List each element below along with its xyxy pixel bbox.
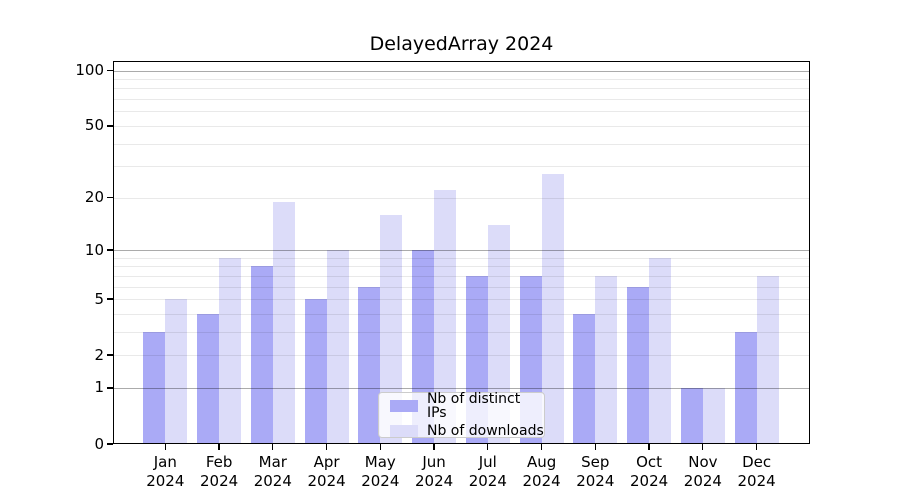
bar-distinct-ips: [143, 331, 166, 444]
legend-item: Nb of distinct IPs: [390, 392, 544, 420]
y-tick-label: 50: [84, 116, 104, 135]
minor-gridline: [113, 125, 810, 127]
x-tick-label: May 2024: [361, 453, 400, 490]
x-tick: [702, 444, 704, 450]
x-tick: [755, 444, 758, 450]
x-tick: [594, 444, 596, 450]
bar-distinct-ips: [358, 286, 381, 444]
major-gridline: [113, 387, 810, 389]
chart-title: DelayedArray 2024: [369, 33, 554, 55]
y-tick-label: 20: [84, 188, 104, 207]
bar-distinct-ips: [680, 387, 703, 444]
bar-distinct-ips: [573, 313, 596, 444]
x-tick-label: Sep 2024: [576, 453, 615, 490]
bar-downloads: [541, 174, 564, 444]
legend-swatch-downloads: [390, 425, 418, 437]
bar-distinct-ips: [197, 313, 220, 444]
bar-downloads: [649, 257, 672, 444]
y-tick: [107, 69, 113, 72]
major-gridline: [113, 70, 810, 72]
bar-distinct-ips: [627, 286, 650, 444]
x-tick: [325, 444, 328, 450]
x-tick: [487, 444, 489, 450]
y-tick: [107, 354, 113, 356]
bar-downloads: [702, 387, 725, 444]
x-tick: [272, 444, 274, 450]
x-tick: [648, 444, 650, 450]
x-tick-label: Nov 2024: [683, 453, 722, 490]
x-tick: [218, 444, 220, 450]
bar-downloads: [756, 275, 779, 444]
bar-downloads: [219, 257, 242, 444]
x-tick: [433, 444, 435, 450]
y-tick-label: 1: [94, 378, 104, 397]
y-tick-label: 5: [94, 289, 104, 308]
y-tick-label: 2: [94, 345, 104, 364]
y-tick-label: 0: [94, 434, 104, 453]
y-tick: [107, 387, 113, 389]
minor-gridline: [113, 143, 810, 145]
x-tick: [540, 444, 543, 450]
x-tick-label: Dec 2024: [737, 453, 776, 490]
bar-downloads: [380, 214, 403, 444]
x-tick-label: Mar 2024: [253, 453, 292, 490]
minor-gridline: [113, 331, 810, 333]
major-gridline: [113, 250, 810, 251]
minor-gridline: [113, 99, 810, 101]
x-tick-label: Apr 2024: [307, 453, 346, 490]
minor-gridline: [113, 111, 810, 113]
y-tick: [107, 125, 113, 127]
x-tick-label: Jan 2024: [146, 453, 185, 490]
y-tick: [107, 249, 113, 251]
bar-distinct-ips: [250, 266, 273, 444]
minor-gridline: [113, 257, 810, 259]
x-tick-label: Jun 2024: [415, 453, 454, 490]
legend-item: Nb of downloads: [390, 424, 544, 438]
minor-gridline: [113, 286, 810, 288]
legend-swatch-distinct-ips: [390, 400, 418, 412]
x-tick: [379, 444, 381, 450]
y-tick: [107, 443, 113, 445]
bar-downloads: [165, 299, 188, 444]
minor-gridline: [113, 355, 810, 357]
bar-distinct-ips: [304, 299, 327, 444]
minor-gridline: [113, 275, 810, 277]
bar-downloads: [326, 250, 349, 444]
minor-gridline: [113, 266, 810, 268]
legend: Nb of distinct IPs Nb of downloads: [378, 392, 545, 438]
minor-gridline: [113, 313, 810, 315]
minor-gridline: [113, 79, 810, 80]
x-tick: [164, 444, 166, 450]
minor-gridline: [113, 197, 810, 199]
y-tick-label: 100: [75, 61, 104, 80]
minor-gridline: [113, 166, 810, 168]
x-tick-label: Jul 2024: [468, 453, 507, 490]
bar-downloads: [487, 224, 510, 444]
legend-label: Nb of downloads: [427, 423, 544, 439]
bar-downloads: [595, 275, 618, 444]
bar-downloads: [434, 190, 457, 444]
minor-gridline: [113, 299, 810, 300]
y-tick: [107, 298, 113, 300]
legend-label: Nb of distinct IPs: [426, 391, 521, 421]
y-tick: [107, 197, 113, 199]
x-tick-label: Aug 2024: [522, 453, 561, 490]
x-tick-label: Oct 2024: [630, 453, 669, 490]
minor-gridline: [113, 88, 810, 90]
plot-area: [113, 61, 810, 444]
bar-distinct-ips: [734, 331, 757, 444]
y-tick-label: 10: [84, 240, 104, 259]
bar-downloads: [272, 201, 295, 444]
x-tick-label: Feb 2024: [200, 453, 239, 490]
